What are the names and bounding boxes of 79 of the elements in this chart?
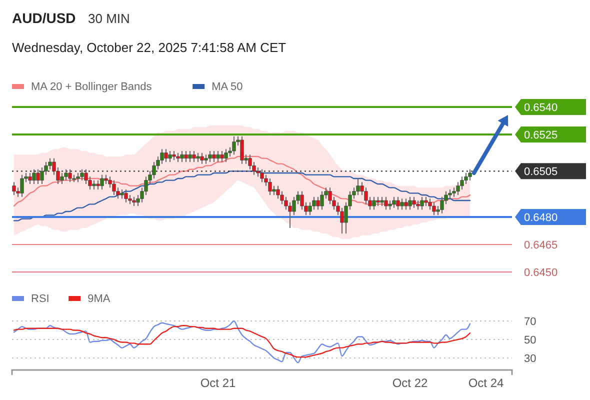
legend-label: MA 20 + Bollinger Bands (31, 81, 152, 93)
candlestick (232, 136, 236, 156)
candlestick (424, 196, 428, 206)
candlestick (372, 196, 376, 210)
candlestick (192, 150, 196, 162)
candlestick (64, 168, 68, 181)
candlestick (212, 150, 216, 162)
candlestick (180, 150, 184, 162)
candlestick (432, 202, 436, 216)
y-tick-label: 30 (524, 352, 536, 365)
candlestick (36, 168, 40, 184)
y-tick-label: 0.6450 (524, 267, 558, 279)
line-series (13, 320, 471, 364)
candlestick (100, 174, 104, 190)
x-tick-label: Oct 21 (200, 376, 236, 390)
candlestick (412, 196, 416, 208)
y-tick-label: 0.6480 (524, 212, 558, 224)
candlestick (92, 180, 96, 190)
x-tick-label: Oct 24 (468, 376, 504, 390)
candlestick (204, 154, 208, 164)
candlestick (380, 196, 384, 206)
candlestick (376, 196, 380, 206)
candlestick (396, 196, 400, 210)
candlestick (240, 136, 244, 164)
candlestick (176, 152, 180, 162)
candlestick (224, 148, 228, 162)
x-tick-label: Oct 22 (392, 376, 428, 390)
candlestick (120, 189, 124, 200)
candlestick (12, 182, 16, 196)
candlestick (200, 152, 204, 164)
candlestick (32, 168, 36, 184)
candlestick (132, 196, 136, 206)
candlestick (268, 178, 272, 196)
candlestick (220, 150, 224, 162)
legend-label: 9MA (88, 293, 111, 305)
candlestick (76, 172, 80, 183)
candlestick (468, 168, 472, 181)
legend-label: MA 50 (212, 81, 243, 93)
chart-subtitle: 30 MIN (88, 11, 130, 26)
candlestick (28, 172, 32, 184)
y-tick-label: 0.6505 (524, 166, 558, 178)
y-tick-label: 0.6465 (524, 240, 558, 252)
candlestick (416, 200, 420, 210)
text: Wednesday, October 22, 2025 7:41:58 AM CET (12, 40, 286, 55)
chart-title: AUD/USD (12, 10, 76, 26)
candlestick (164, 148, 168, 162)
candlestick (216, 150, 220, 162)
candlestick (188, 150, 192, 162)
candlestick (208, 150, 212, 162)
candlestick (320, 190, 324, 210)
candlestick (408, 196, 412, 210)
candlestick (316, 196, 320, 210)
candlestick (168, 150, 172, 162)
candlestick (196, 152, 200, 162)
candlestick (356, 178, 360, 196)
candlestick (104, 174, 108, 184)
candlestick (272, 185, 276, 196)
candlestick (392, 196, 396, 208)
candlestick (260, 168, 264, 183)
candlestick (400, 198, 404, 210)
line-series (13, 325, 471, 358)
legend-label: RSI (31, 293, 50, 305)
y-tick-label: 50 (524, 334, 536, 346)
candlestick (184, 150, 188, 162)
candlestick (420, 196, 424, 210)
candlestick (112, 180, 116, 196)
y-tick-label: 0.6525 (524, 130, 558, 142)
candlestick (96, 180, 100, 190)
candlestick (124, 189, 128, 203)
candlestick (20, 174, 24, 198)
candlestick (172, 150, 176, 161)
candlestick (80, 168, 84, 181)
y-tick-label: 0.6540 (524, 102, 558, 114)
candlestick (404, 198, 408, 210)
candlestick (388, 200, 392, 210)
candlestick (384, 196, 388, 210)
y-tick-label: 70 (524, 316, 536, 328)
candlestick (68, 168, 72, 183)
candlestick (60, 172, 64, 184)
